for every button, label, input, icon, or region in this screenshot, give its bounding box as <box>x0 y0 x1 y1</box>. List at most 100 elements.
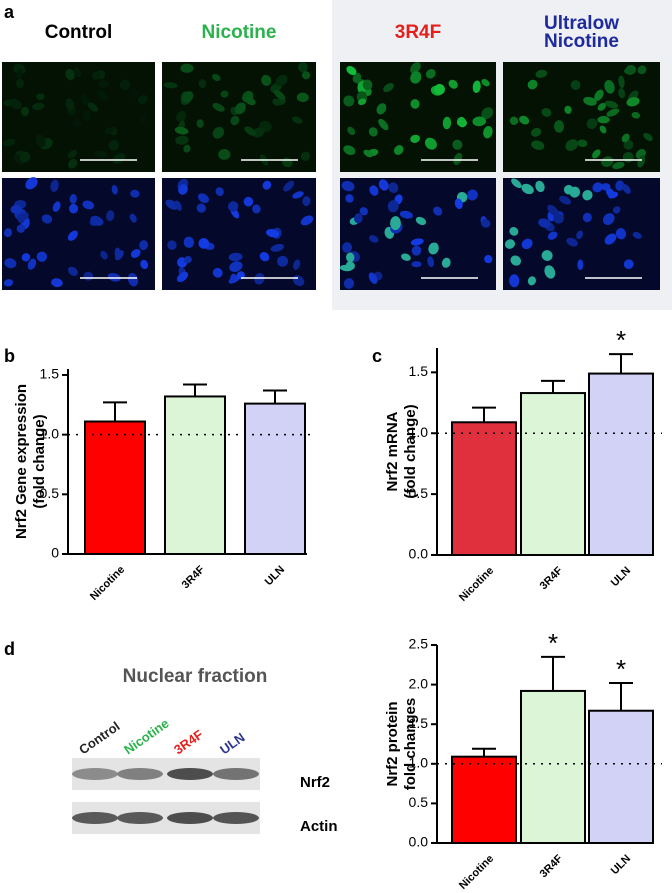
nucleus <box>212 267 223 278</box>
panel-label: b <box>4 346 15 366</box>
nucleus <box>618 88 626 99</box>
nucleus <box>198 238 210 249</box>
nucleus <box>67 150 78 159</box>
nucleus <box>603 213 615 226</box>
nucleus <box>111 184 118 195</box>
nucleus <box>230 273 237 282</box>
nucleus <box>10 204 22 214</box>
nucleus <box>345 261 355 270</box>
nucleus <box>270 243 285 252</box>
micrograph <box>162 178 316 290</box>
nucleus <box>424 137 437 150</box>
nucleus <box>129 88 140 99</box>
nucleus <box>69 203 79 214</box>
nucleus <box>243 196 254 207</box>
nucleus <box>643 132 653 141</box>
nucleus <box>369 235 379 243</box>
nucleus <box>4 258 17 269</box>
nucleus <box>597 116 610 124</box>
nucleus <box>292 116 303 124</box>
nucleus <box>16 224 26 233</box>
nucleus <box>472 80 481 93</box>
nucleus <box>130 248 141 258</box>
nucleus <box>183 255 192 264</box>
nucleus <box>538 218 551 228</box>
nucleus <box>622 184 631 194</box>
nucleus <box>511 178 522 189</box>
nucleus <box>378 118 389 131</box>
nucleus <box>19 151 31 163</box>
image-column-label: 3R4F <box>395 22 441 43</box>
bar <box>451 421 517 556</box>
y-tick-label: 1.0 <box>40 425 60 441</box>
nucleus <box>343 145 356 155</box>
nucleus <box>252 204 261 214</box>
nucleus <box>139 240 149 251</box>
nucleus <box>176 111 187 122</box>
nucleus <box>565 139 579 151</box>
image-column-label: Nicotine <box>202 22 277 43</box>
panel-label: a <box>4 2 15 22</box>
nucleus <box>273 90 286 100</box>
nucleus <box>535 69 548 78</box>
nucleus <box>606 108 620 117</box>
nucleus <box>564 105 572 114</box>
y-axis-label: (fold change) <box>402 404 419 498</box>
nucleus <box>15 78 24 89</box>
nucleus <box>301 71 311 80</box>
nucleus <box>36 93 45 101</box>
nucleus <box>129 213 137 223</box>
nucleus <box>297 62 308 73</box>
nucleus <box>94 150 108 158</box>
nucleus <box>425 69 436 79</box>
nucleus <box>509 274 520 288</box>
image-column-label: Ultralow <box>544 13 619 34</box>
nucleus <box>65 68 75 81</box>
bar <box>520 689 586 844</box>
nucleus <box>481 107 494 120</box>
nucleus <box>139 113 148 124</box>
nucleus <box>20 106 30 116</box>
nucleus <box>106 210 115 222</box>
y-axis-label: (fold change) <box>31 414 48 508</box>
nucleus <box>212 103 225 112</box>
nucleus <box>180 63 194 73</box>
nucleus <box>452 139 463 150</box>
nucleus <box>393 145 404 155</box>
nucleus <box>175 135 189 145</box>
nucleus <box>599 125 607 134</box>
nucleus <box>623 259 634 270</box>
nucleus <box>73 118 82 128</box>
nucleus <box>531 140 545 151</box>
nucleus <box>229 261 243 272</box>
nucleus <box>521 183 534 195</box>
nucleus <box>245 96 256 106</box>
nucleus <box>427 256 435 268</box>
nucleus <box>3 138 16 147</box>
nucleus <box>509 226 519 236</box>
nucleus <box>484 254 493 264</box>
x-tick-label: Nicotine <box>88 564 127 603</box>
nucleus <box>383 82 394 93</box>
y-tick-label: 0.0 <box>409 546 429 562</box>
nucleus <box>302 196 311 207</box>
nucleus <box>25 177 38 190</box>
nucleus <box>623 139 634 150</box>
nucleus <box>68 158 78 169</box>
nucleus <box>345 194 354 203</box>
nucleus <box>453 152 463 165</box>
nucleus <box>456 116 466 127</box>
nucleus <box>82 110 92 122</box>
nucleus <box>67 230 78 241</box>
nucleus <box>174 200 182 211</box>
x-tick-label: ULN <box>609 853 634 878</box>
x-tick-label: ULN <box>609 565 634 590</box>
nucleus <box>376 103 387 115</box>
nucleus <box>547 231 558 240</box>
y-tick-label: 1.5 <box>40 366 60 382</box>
nucleus <box>87 102 99 112</box>
nucleus <box>472 116 487 127</box>
band-label: Actin <box>300 818 338 835</box>
y-tick-label: 0.0 <box>409 834 429 850</box>
